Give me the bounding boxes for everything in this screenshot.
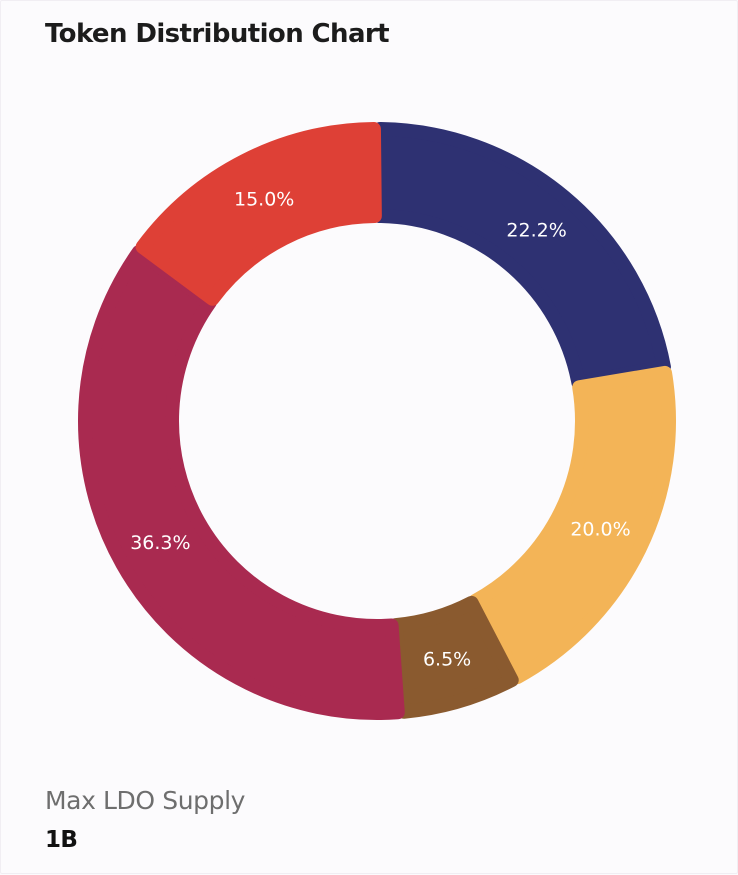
- max-supply-value: 1B: [45, 827, 78, 853]
- donut-slice-4[interactable]: [78, 244, 405, 720]
- donut-slice-5[interactable]: [135, 122, 382, 306]
- donut-slice-1[interactable]: [372, 122, 671, 391]
- slice-label-2: 20.0%: [570, 519, 630, 541]
- donut-labels: 22.2% 20.0% 6.5% 36.3% 15.0%: [130, 189, 630, 671]
- max-supply-label: Max LDO Supply: [45, 786, 246, 815]
- slice-label-5: 15.0%: [234, 189, 294, 211]
- slice-label-3: 6.5%: [423, 648, 471, 670]
- chart-title: Token Distribution Chart: [45, 19, 390, 49]
- slice-label-1: 22.2%: [506, 220, 566, 242]
- donut-slices: [78, 122, 676, 720]
- slice-label-4: 36.3%: [130, 532, 190, 554]
